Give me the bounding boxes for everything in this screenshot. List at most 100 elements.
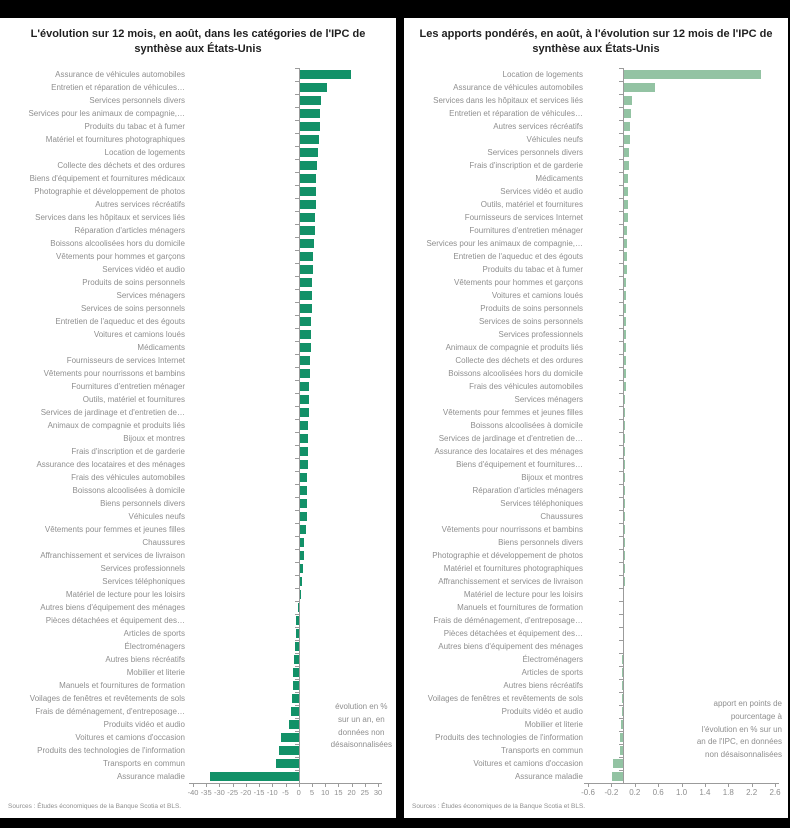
x-axis-tick-label: -5: [282, 788, 289, 797]
chart-row: Services ménagers: [404, 393, 788, 406]
x-axis-tick: [245, 783, 247, 787]
chart-row: Articles de sports: [404, 666, 788, 679]
chart-row: Outils, matériel et fournitures: [404, 198, 788, 211]
right-chart-bars: Location de logements Assurance de véhicu…: [404, 68, 788, 783]
category-label: Autres services récréatifs: [95, 200, 185, 209]
bar: [624, 343, 626, 352]
chart-row: Assurance maladie: [404, 770, 788, 783]
bar: [299, 382, 310, 391]
x-axis-tick-label: 30: [373, 788, 383, 797]
bar: [299, 538, 305, 547]
category-label: Autres biens récréatifs: [503, 681, 583, 690]
category-label: Fournisseurs de services Internet: [66, 356, 185, 365]
bar: [624, 525, 626, 534]
chart-row: Matériel et fournitures photographiques: [404, 562, 788, 575]
bar: [299, 356, 311, 365]
category-label: Photographie et développement de photos: [34, 187, 185, 196]
bar: [209, 772, 299, 781]
chart-row: Vêtements pour hommes et garçons: [404, 276, 788, 289]
bar: [299, 473, 308, 482]
category-label: Services personnels divers: [487, 148, 583, 157]
chart-row: Manuels et fournitures de formation: [404, 601, 788, 614]
category-label: Mobilier et literie: [126, 668, 185, 677]
bar: [299, 70, 351, 79]
bar: [299, 226, 315, 235]
category-label: Assurance des locataires et des ménages: [36, 460, 185, 469]
category-label: Frais de déménagement, d'entreposage…: [433, 616, 583, 625]
left-chart-source: Sources : Études économiques de la Banqu…: [8, 803, 182, 810]
chart-row: Réparation d'articles ménagers: [0, 224, 396, 237]
bar: [299, 486, 308, 495]
category-label: Assurance des locataires et des ménages: [434, 447, 583, 456]
category-label: Autres biens récréatifs: [105, 655, 185, 664]
chart-row: Matériel de lecture pour les loisirs: [0, 588, 396, 601]
chart-row: Assurance de véhicules automobiles: [0, 68, 396, 81]
x-axis-tick: [588, 783, 589, 787]
bar: [299, 109, 321, 118]
bar: [299, 460, 308, 469]
x-axis-tick: [364, 783, 366, 787]
category-label: Services dans les hôpitaux et services l…: [35, 213, 185, 222]
bar: [624, 538, 626, 547]
bar: [624, 200, 628, 209]
chart-row: Assurance des locataires et des ménages: [404, 445, 788, 458]
chart-row: Véhicules neufs: [404, 133, 788, 146]
category-label: Vêtements pour nourrissons et bambins: [441, 525, 583, 534]
bar: [288, 720, 299, 729]
category-label: Réparation d'articles ménagers: [74, 226, 185, 235]
category-label: Produits du tabac et à fumer: [482, 265, 584, 274]
x-axis-tick-label: -30: [214, 788, 225, 797]
chart-row: Biens personnels divers: [0, 497, 396, 510]
category-label: Services ménagers: [514, 395, 583, 404]
bar: [624, 369, 626, 378]
category-label: Frais d'inscription et de garderie: [469, 161, 583, 170]
right-chart-panel: Les apports pondérés, en août, à l'évolu…: [404, 18, 788, 818]
chart-row: Services de jardinage et d'entretien de…: [0, 406, 396, 419]
chart-row: Matériel de lecture pour les loisirs: [404, 588, 788, 601]
bar: [624, 499, 626, 508]
bar: [624, 395, 626, 404]
chart-row: Services dans les hôpitaux et services l…: [0, 211, 396, 224]
chart-row: Véhicules neufs: [0, 510, 396, 523]
chart-row: Autres biens d'équipement des ménages: [404, 640, 788, 653]
bar: [624, 187, 629, 196]
chart-row: Produits du tabac et à fumer: [0, 120, 396, 133]
bar: [624, 382, 626, 391]
chart-row: Entretien de l'aqueduc et des égouts: [404, 250, 788, 263]
x-axis-tick: [611, 783, 613, 787]
chart-row: Bijoux et montres: [0, 432, 396, 445]
category-label: Pièces détachées et équipement des…: [45, 616, 185, 625]
chart-row: Voitures et camions d'occasion: [0, 731, 396, 744]
bar: [624, 356, 626, 365]
bar: [624, 460, 626, 469]
category-label: Entretien et réparation de véhicules…: [449, 109, 583, 118]
bar: [624, 330, 626, 339]
bar: [299, 200, 316, 209]
chart-row: Transports en commun: [0, 757, 396, 770]
chart-row: Voitures et camions loués: [0, 328, 396, 341]
bar: [624, 447, 626, 456]
x-axis-tick: [285, 783, 287, 787]
category-label: Location de logements: [502, 70, 584, 79]
chart-row: Affranchissement et services de livraiso…: [0, 549, 396, 562]
category-label: Transports en commun: [501, 746, 583, 755]
category-label: Manuels et fournitures de formation: [457, 603, 583, 612]
chart-row: Assurance de véhicules automobiles: [404, 81, 788, 94]
chart-row: Produits de soins personnels: [404, 302, 788, 315]
bar: [299, 564, 303, 573]
chart-row: Services téléphoniques: [404, 497, 788, 510]
category-label: Voitures et camions loués: [491, 291, 583, 300]
chart-row: Services vidéo et audio: [404, 185, 788, 198]
category-label: Manuels et fournitures de formation: [59, 681, 185, 690]
category-label: Collecte des déchets et des ordures: [455, 356, 583, 365]
chart-row: Photographie et développement de photos: [0, 185, 396, 198]
bar: [299, 447, 308, 456]
x-axis-tick: [351, 783, 353, 787]
chart-row: Outils, matériel et fournitures: [0, 393, 396, 406]
chart-row: Location de logements: [404, 68, 788, 81]
chart-row: Frais d'inscription et de garderie: [404, 159, 788, 172]
chart-row: Assurance maladie: [0, 770, 396, 783]
bar: [299, 408, 309, 417]
category-label: Vêtements pour hommes et garçons: [454, 278, 583, 287]
category-label: Animaux de compagnie et produits liés: [47, 421, 185, 430]
